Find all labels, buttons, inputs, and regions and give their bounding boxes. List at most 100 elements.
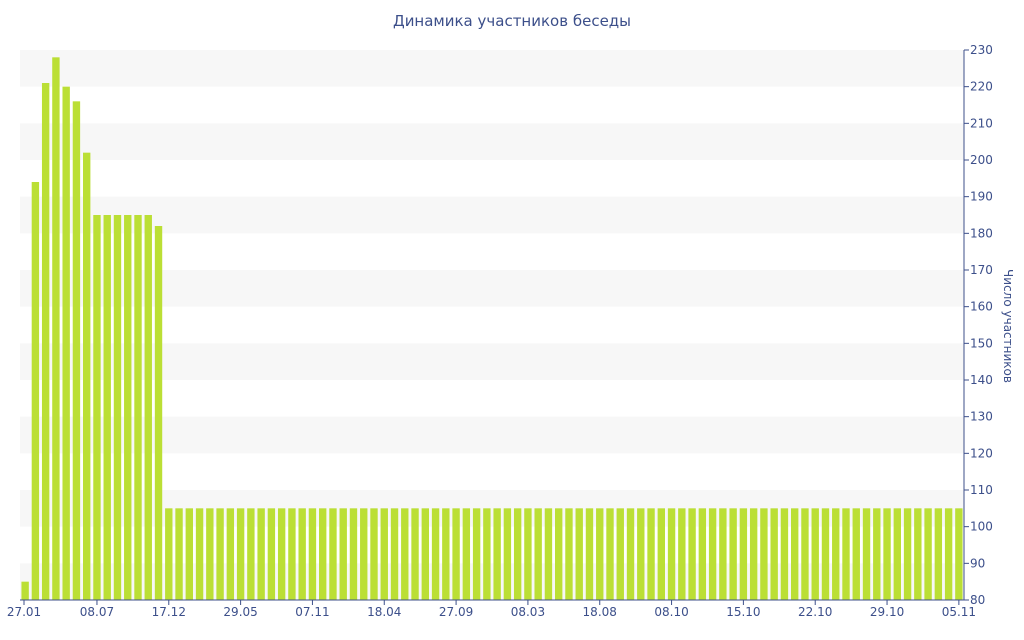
bar [72, 101, 81, 600]
bar [729, 508, 737, 600]
bar [503, 508, 512, 600]
y-axis-label: Число участников [1001, 269, 1015, 383]
x-tick-label: 15.10 [726, 605, 760, 619]
bar [124, 215, 132, 600]
chart-title: Динамика участников беседы [392, 12, 632, 30]
bar [667, 508, 676, 600]
x-tick-label: 29.10 [870, 605, 904, 619]
bar [924, 508, 932, 600]
bar [360, 508, 368, 600]
grid-band [20, 416, 964, 454]
bar [83, 152, 91, 600]
bar [637, 508, 645, 600]
bar [277, 508, 286, 600]
x-tick-label: 29.05 [223, 605, 257, 619]
bar [585, 508, 594, 600]
bar [596, 508, 604, 600]
x-tick-label: 27.01 [7, 605, 41, 619]
bar [421, 508, 429, 600]
bar [247, 508, 255, 600]
y-tick-label: 200 [970, 153, 993, 167]
bar [555, 508, 563, 600]
bar [513, 508, 522, 600]
bar [770, 508, 778, 600]
bar [41, 83, 50, 600]
bar [914, 508, 922, 600]
bar [165, 508, 173, 600]
bar [883, 508, 891, 600]
bar [431, 508, 440, 600]
y-tick-label: 210 [970, 116, 993, 130]
bar [62, 86, 70, 600]
axes: 80 90 100 110 120 130 140 150 160 170 180 190 200 210… [7, 43, 993, 619]
bar [719, 508, 727, 600]
y-tick-label: 190 [970, 190, 993, 204]
x-tick-label: 18.04 [367, 605, 401, 619]
bar [801, 508, 809, 600]
bar [442, 508, 450, 600]
x-tick-label: 05.11 [942, 605, 976, 619]
y-tick-label: 170 [970, 263, 993, 277]
grid-band [20, 196, 964, 234]
bar [288, 508, 296, 600]
y-tick-label: 110 [970, 483, 993, 497]
bar [565, 508, 573, 600]
x-tick-label: 27.09 [439, 605, 473, 619]
bar [780, 508, 789, 600]
x-tick-label: 07.11 [295, 605, 329, 619]
bar [390, 508, 399, 600]
bar [934, 508, 943, 600]
bar [195, 508, 204, 600]
bar [216, 508, 224, 600]
y-tick-label: 220 [970, 80, 993, 94]
bar [134, 215, 142, 600]
bar [534, 508, 542, 600]
grid-band [20, 50, 964, 87]
bar [349, 508, 358, 600]
bar [462, 508, 471, 600]
bar [708, 508, 717, 600]
bar [103, 215, 111, 600]
x-tick-label: 08.10 [654, 605, 688, 619]
bar [739, 508, 748, 600]
bar [401, 508, 409, 600]
grid-band [20, 123, 964, 160]
bar [852, 508, 860, 600]
bar [257, 508, 265, 600]
y-tick-label: 160 [970, 300, 993, 314]
x-tick-label: 17.12 [152, 605, 186, 619]
bar [52, 57, 60, 601]
y-tick-label: 100 [970, 520, 993, 534]
bar [370, 508, 378, 600]
bar [339, 508, 347, 600]
bar [862, 508, 871, 600]
bar [903, 508, 912, 600]
grid-band [20, 343, 964, 380]
bar [873, 508, 881, 600]
bar [185, 508, 193, 600]
bar [688, 508, 696, 600]
y-tick-label: 140 [970, 373, 993, 387]
y-tick-label: 230 [970, 43, 993, 57]
bar [472, 508, 481, 600]
x-tick-label: 18.08 [583, 605, 617, 619]
y-tick-label: 80 [970, 593, 985, 607]
bar [308, 508, 317, 600]
y-tick-label: 130 [970, 410, 993, 424]
bar [236, 508, 245, 600]
bar [832, 508, 840, 600]
bar [749, 508, 758, 600]
bar [267, 508, 276, 600]
bar [575, 508, 583, 600]
bar [544, 508, 553, 600]
bar [616, 508, 624, 600]
bar [226, 508, 235, 600]
bar [380, 508, 388, 600]
x-tick-label: 08.07 [80, 605, 114, 619]
bar [791, 508, 799, 600]
bar [483, 508, 491, 600]
bar [955, 508, 963, 600]
bar [493, 508, 501, 600]
bar [698, 508, 707, 600]
